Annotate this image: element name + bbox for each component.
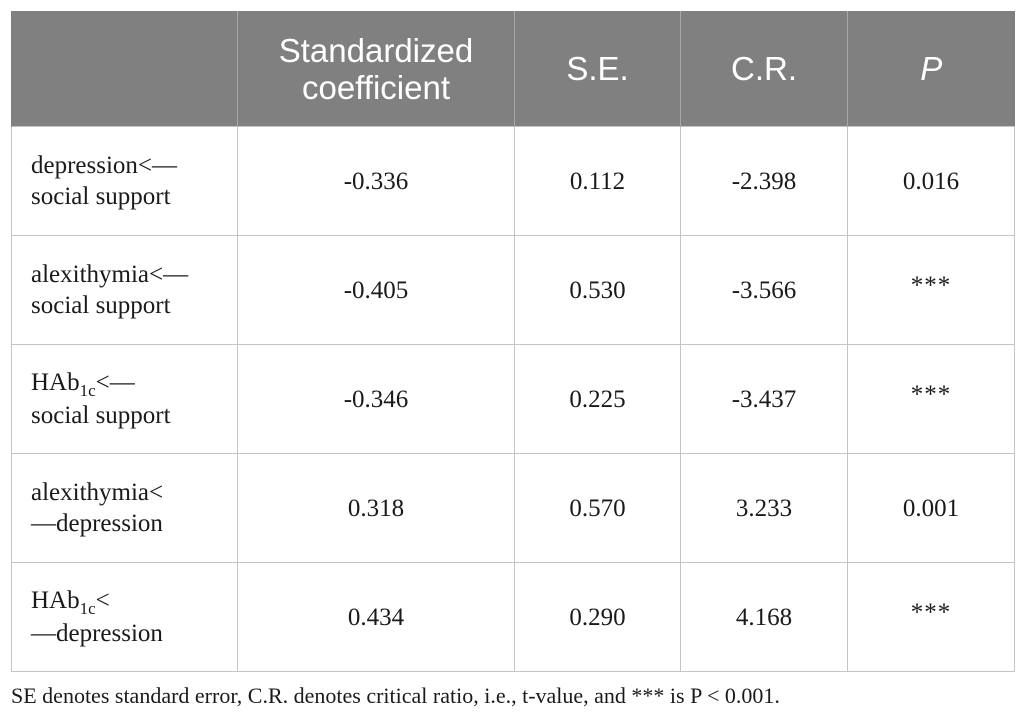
header-path	[11, 11, 238, 127]
header-standardized-coefficient: Standardized coefficient	[237, 11, 515, 127]
cell-cr: -2.398	[680, 126, 848, 236]
row-path-label: alexithymia< —depression	[11, 453, 238, 563]
cell-cr: 3.233	[680, 453, 848, 563]
path-label-line1: depression<—	[31, 152, 178, 179]
header-p: P	[847, 11, 1015, 127]
cell-se: 0.530	[514, 235, 681, 345]
cell-cr: -3.437	[680, 344, 848, 454]
row-path-label: alexithymia<— social support	[11, 235, 238, 345]
cell-p: ***	[847, 235, 1015, 345]
row-path-label: depression<— social support	[11, 126, 238, 236]
table-row: HAb1c<— social support -0.346 0.225 -3.4…	[11, 344, 1015, 454]
hba1c-base: HAb	[31, 369, 80, 396]
path-label-line2: —depression	[31, 620, 163, 647]
arrow-tail: <—	[95, 369, 135, 396]
header-row: Standardized coefficient S.E. C.R. P	[11, 11, 1015, 127]
cell-se: 0.570	[514, 453, 681, 563]
table-row: alexithymia< —depression 0.318 0.570 3.2…	[11, 453, 1015, 563]
cell-coefficient: -0.346	[237, 344, 515, 454]
path-label-line1: HAb1c<	[31, 587, 110, 618]
path-label-line1: HAb1c<—	[31, 369, 135, 400]
table-header: Standardized coefficient S.E. C.R. P	[11, 11, 1015, 127]
row-path-label: HAb1c<— social support	[11, 344, 238, 454]
table-row: HAb1c< —depression 0.434 0.290 4.168 ***	[11, 562, 1015, 672]
path-coefficients-table: Standardized coefficient S.E. C.R. P dep…	[11, 11, 1015, 672]
row-path-label: HAb1c< —depression	[11, 562, 238, 672]
p-significance-stars: ***	[910, 598, 952, 626]
p-significance-stars: ***	[910, 271, 952, 299]
path-label-line1: alexithymia<	[31, 479, 164, 506]
header-cr: C.R.	[680, 11, 848, 127]
cell-p: ***	[847, 344, 1015, 454]
table-row: alexithymia<— social support -0.405 0.53…	[11, 235, 1015, 345]
arrow-tail: <	[95, 587, 110, 614]
table-row: depression<— social support -0.336 0.112…	[11, 126, 1015, 236]
hba1c-subscript: 1c	[79, 599, 96, 618]
cell-p: 0.016	[847, 126, 1015, 236]
cell-se: 0.225	[514, 344, 681, 454]
cell-p: ***	[847, 562, 1015, 672]
results-table-container: Standardized coefficient S.E. C.R. P dep…	[11, 11, 1015, 672]
path-label-line2: social support	[31, 292, 171, 319]
path-label-line2: social support	[31, 402, 171, 429]
header-coef-text: Standardized coefficient	[278, 31, 474, 106]
cell-coefficient: 0.318	[237, 453, 515, 563]
path-label-line1: alexithymia<—	[31, 261, 189, 288]
cell-p: 0.001	[847, 453, 1015, 563]
table-footnote: SE denotes standard error, C.R. denotes …	[11, 683, 780, 708]
cell-se: 0.290	[514, 562, 681, 672]
path-label-line2: —depression	[31, 510, 163, 537]
p-significance-stars: ***	[910, 380, 952, 408]
cell-cr: 4.168	[680, 562, 848, 672]
table-body: depression<— social support -0.336 0.112…	[11, 126, 1015, 672]
header-se: S.E.	[514, 11, 681, 127]
cell-coefficient: 0.434	[237, 562, 515, 672]
hba1c-base: HAb	[31, 587, 80, 614]
cell-cr: -3.566	[680, 235, 848, 345]
cell-coefficient: -0.405	[237, 235, 515, 345]
hba1c-subscript: 1c	[79, 381, 96, 400]
cell-se: 0.112	[514, 126, 681, 236]
path-label-line2: social support	[31, 183, 171, 210]
cell-coefficient: -0.336	[237, 126, 515, 236]
